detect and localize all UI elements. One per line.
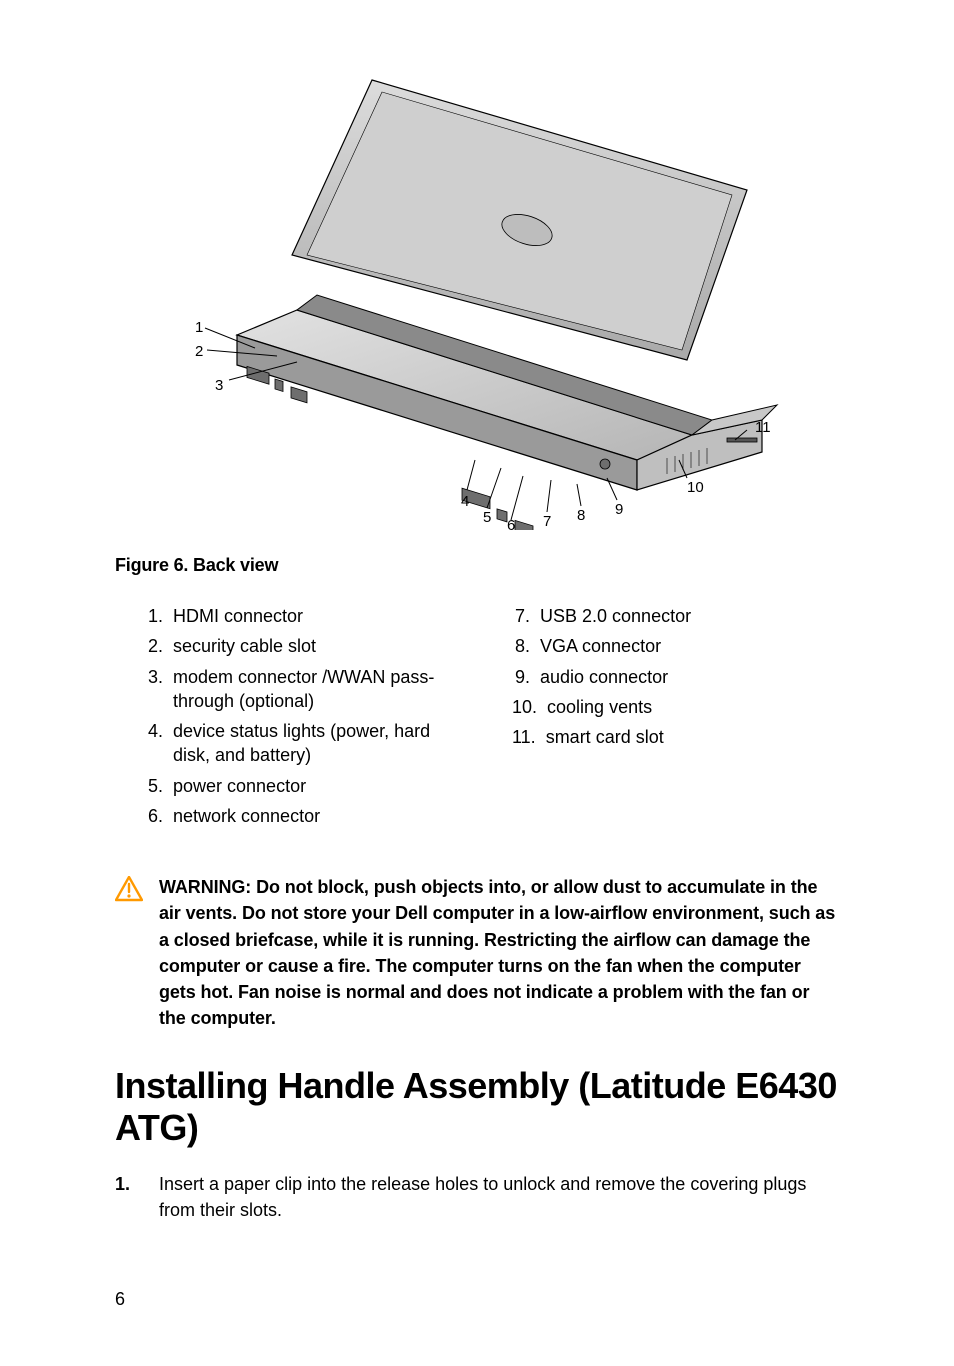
legend-number: 3. — [145, 665, 173, 689]
warning-lead: WARNING: — [159, 877, 256, 897]
warning-text: WARNING: Do not block, push objects into… — [159, 874, 839, 1031]
callout-7: 7 — [543, 513, 551, 530]
legend-number: 11. — [512, 725, 546, 749]
callout-11: 11 — [755, 419, 771, 436]
legend-number: 6. — [145, 804, 173, 828]
callout-8: 8 — [577, 507, 585, 524]
legend-item: 5. power connector — [145, 774, 472, 798]
legend-number: 8. — [512, 634, 540, 658]
callout-10: 10 — [687, 479, 704, 496]
legend-number: 1. — [145, 604, 173, 628]
legend-number: 4. — [145, 719, 173, 743]
figure-back-view: 1 2 3 4 5 6 7 8 9 10 11 — [115, 60, 839, 535]
figure-caption: Figure 6. Back view — [115, 555, 839, 576]
legend-text: USB 2.0 connector — [540, 604, 839, 628]
legend-item: 2. security cable slot — [145, 634, 472, 658]
legend-text: modem connector /WWAN pass-through (opti… — [173, 665, 472, 714]
legend-item: 10. cooling vents — [512, 695, 839, 719]
legend-item: 11. smart card slot — [512, 725, 839, 749]
legend-text: network connector — [173, 804, 472, 828]
legend-number: 10. — [512, 695, 547, 719]
step-item: 1. Insert a paper clip into the release … — [115, 1171, 839, 1223]
callout-1: 1 — [195, 319, 203, 336]
warning-icon — [115, 876, 143, 907]
legend-text: VGA connector — [540, 634, 839, 658]
legend-number: 5. — [145, 774, 173, 798]
callout-5: 5 — [483, 509, 491, 526]
legend-number: 7. — [512, 604, 540, 628]
legend-item: 3. modem connector /WWAN pass-through (o… — [145, 665, 472, 714]
legend-col-left: 1. HDMI connector 2. security cable slot… — [145, 604, 472, 834]
legend-text: security cable slot — [173, 634, 472, 658]
warning-body: Do not block, push objects into, or allo… — [159, 877, 835, 1027]
callout-4: 4 — [461, 493, 469, 510]
callout-3: 3 — [215, 377, 223, 394]
legend-item: 4. device status lights (power, hard dis… — [145, 719, 472, 768]
warning-block: WARNING: Do not block, push objects into… — [115, 874, 839, 1031]
legend-text: HDMI connector — [173, 604, 472, 628]
legend-item: 7. USB 2.0 connector — [512, 604, 839, 628]
legend-item: 6. network connector — [145, 804, 472, 828]
legend-col-right: 7. USB 2.0 connector 8. VGA connector 9.… — [512, 604, 839, 834]
callout-9: 9 — [615, 501, 623, 518]
legend-item: 1. HDMI connector — [145, 604, 472, 628]
legend: 1. HDMI connector 2. security cable slot… — [145, 604, 839, 834]
page-number: 6 — [115, 1289, 125, 1310]
legend-text: audio connector — [540, 665, 839, 689]
legend-text: cooling vents — [547, 695, 839, 719]
section-title: Installing Handle Assembly (Latitude E64… — [115, 1065, 839, 1149]
callout-6: 6 — [507, 517, 515, 530]
legend-item: 9. audio connector — [512, 665, 839, 689]
step-text: Insert a paper clip into the release hol… — [159, 1171, 839, 1223]
legend-text: smart card slot — [546, 725, 839, 749]
legend-text: device status lights (power, hard disk, … — [173, 719, 472, 768]
legend-number: 2. — [145, 634, 173, 658]
legend-text: power connector — [173, 774, 472, 798]
legend-item: 8. VGA connector — [512, 634, 839, 658]
laptop-back-view-diagram: 1 2 3 4 5 6 7 8 9 10 11 — [167, 60, 787, 530]
step-number: 1. — [115, 1171, 159, 1197]
callout-2: 2 — [195, 343, 203, 360]
legend-number: 9. — [512, 665, 540, 689]
